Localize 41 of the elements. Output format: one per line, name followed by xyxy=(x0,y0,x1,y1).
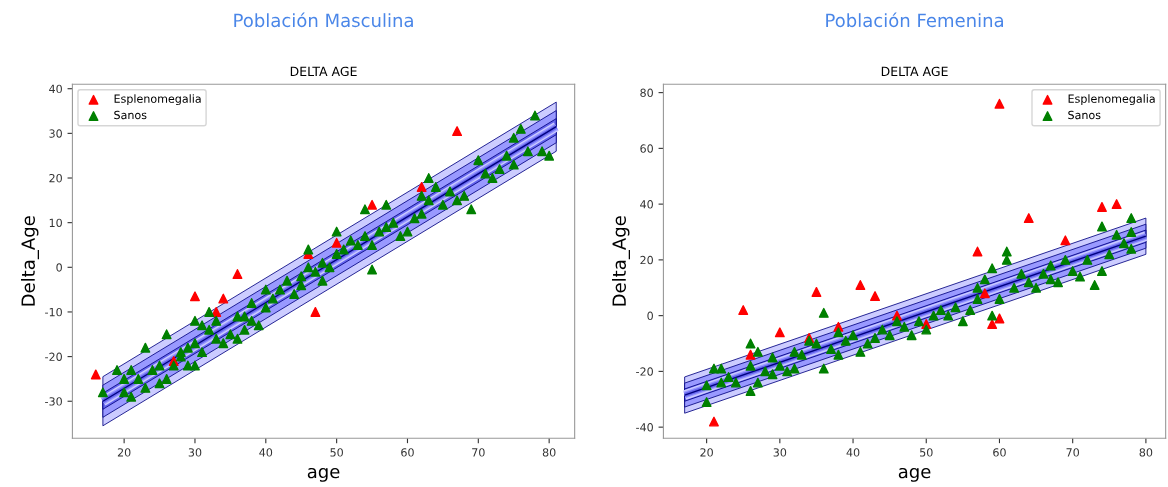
y-tick-label: 20 xyxy=(49,173,62,183)
y-tick-label: 30 xyxy=(49,129,62,138)
y-tick-label: 0 xyxy=(56,263,62,272)
x-tick-label: 70 xyxy=(472,448,485,457)
y-tick-label: 0 xyxy=(647,311,653,321)
legend-label: Sanos xyxy=(1068,110,1101,120)
y-tick-label: -20 xyxy=(636,367,653,376)
x-tick-label: 30 xyxy=(773,448,787,457)
x-tick-label: 50 xyxy=(330,448,343,457)
x-tick-label: 60 xyxy=(993,448,1006,457)
y-tick-label: -20 xyxy=(45,352,62,361)
x-tick-label: 40 xyxy=(259,448,273,457)
y-tick-label: 40 xyxy=(49,84,62,94)
x-tick-label: 30 xyxy=(188,448,202,457)
x-tick-label: 80 xyxy=(1139,448,1153,457)
x-tick-label: 20 xyxy=(117,448,131,457)
legend-label: Esplenomegalia xyxy=(1068,94,1155,105)
chart-title: Población Femenina xyxy=(826,12,1003,28)
chart-subtitle: DELTA AGE xyxy=(881,66,948,77)
y-tick-label: 10 xyxy=(49,218,62,228)
y-tick-label: 80 xyxy=(640,88,653,97)
x-tick-label: 20 xyxy=(700,448,713,457)
y-tick-label: 40 xyxy=(640,200,653,209)
y-tick-label: -10 xyxy=(45,307,62,317)
x-tick-label: 40 xyxy=(846,448,860,457)
y-tick-label: 60 xyxy=(640,144,653,153)
y-tick-label: -40 xyxy=(636,423,653,432)
x-tick-label: 80 xyxy=(542,448,556,457)
y-tick-label: 20 xyxy=(640,255,653,265)
x-tick-label: 60 xyxy=(401,448,414,457)
y-tick-label: -30 xyxy=(45,397,62,406)
chart-subtitle: DELTA AGE xyxy=(290,66,357,77)
x-tick-label: 50 xyxy=(920,448,933,457)
x-tick-label: 70 xyxy=(1066,448,1080,457)
y-axis-title: Delta_Age xyxy=(612,216,630,306)
x-axis-title: age xyxy=(307,467,340,482)
chart-title: Población Masculina xyxy=(234,12,413,28)
legend-label: Esplenomegalia xyxy=(114,94,201,105)
x-axis-title: age xyxy=(898,467,931,482)
legend-label: Sanos xyxy=(114,110,147,120)
y-axis-title: Delta_Age xyxy=(21,216,39,306)
